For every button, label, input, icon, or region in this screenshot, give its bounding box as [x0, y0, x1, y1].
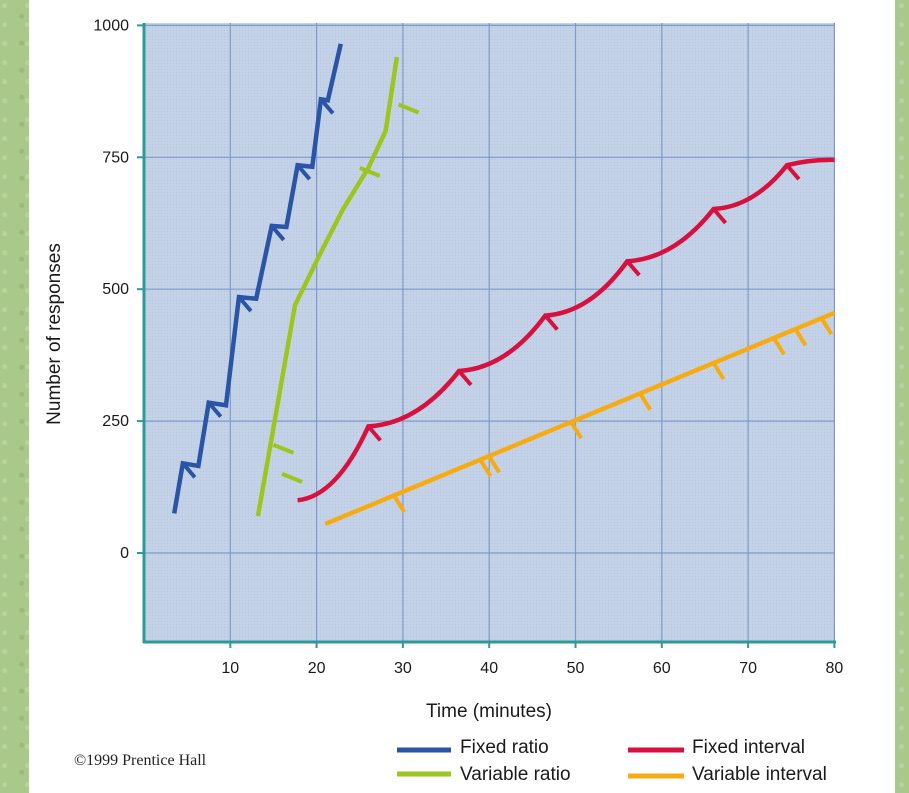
y-tick-label: 750 [102, 149, 129, 166]
series-fixed-interval [297, 157, 835, 503]
reinforcement-mark [543, 314, 559, 331]
legend-label-fixed-ratio: Fixed ratio [460, 737, 549, 758]
reinforcement-mark [712, 207, 728, 225]
x-tick-label: 60 [653, 660, 671, 677]
reinforcement-mark [772, 337, 786, 356]
series-line [297, 157, 835, 503]
y-tick-label: 0 [120, 545, 129, 562]
figure-frame: 10 20 30 40 50 60 70 80 0 250 500 750 1000 Time (min… [29, 0, 895, 793]
legend-label-variable-interval: Variable interval [692, 764, 827, 785]
x-tick-label: 80 [826, 660, 844, 677]
reinforcement-mark [457, 369, 473, 387]
series-line [171, 43, 343, 514]
y-tick-label: 500 [102, 281, 129, 298]
reinforcement-mark [270, 224, 286, 242]
reinforcement-mark [237, 295, 253, 313]
reinforcement-mark [625, 259, 641, 277]
series-variable-ratio [255, 56, 420, 517]
reinforcement-mark [638, 392, 652, 411]
series-line [324, 310, 836, 527]
legend: Fixed ratio Variable ratio Fixed interva… [397, 737, 827, 785]
reinforcement-mark [366, 425, 382, 442]
series-fixed-ratio [171, 43, 343, 514]
tick-labels: 10 20 30 40 50 60 70 80 0 250 500 750 1000 [93, 17, 843, 677]
y-tick-label: 250 [102, 413, 129, 430]
reinforcement-mark [487, 455, 501, 474]
reinforcement-mark [793, 328, 808, 347]
x-tick-label: 70 [739, 660, 757, 677]
reinforcement-mark [207, 401, 223, 418]
series-variable-interval [324, 310, 836, 527]
legend-label-variable-ratio: Variable ratio [460, 764, 571, 785]
reinforcement-mark [397, 102, 420, 115]
reinforcement-mark [569, 421, 583, 440]
reinforcement-mark [359, 165, 381, 178]
series-line [255, 56, 400, 517]
reinforcement-mark [181, 462, 197, 479]
reinforcement-mark [319, 97, 335, 115]
x-tick-label: 10 [221, 660, 239, 677]
reinforcement-mark [819, 317, 834, 336]
reinforcement-mark [281, 472, 303, 484]
reinforcement-mark [711, 362, 726, 381]
chart: 10 20 30 40 50 60 70 80 0 250 500 750 1000 Time (min… [44, 17, 843, 785]
x-tick-label: 20 [308, 660, 326, 677]
copyright-notice: ©1999 Prentice Hall [74, 752, 207, 769]
series [171, 43, 836, 527]
x-axis-title: Time (minutes) [426, 701, 552, 722]
y-axis-title: Number of responses [44, 243, 65, 425]
x-tick-label: 40 [480, 660, 498, 677]
x-tick-label: 30 [394, 660, 412, 677]
reinforcement-mark [392, 494, 406, 514]
legend-label-fixed-interval: Fixed interval [692, 737, 805, 758]
y-tick-label: 1000 [93, 17, 129, 34]
reinforcement-mark [785, 163, 801, 181]
reinforcement-mark [296, 163, 312, 181]
reinforcement-mark [272, 442, 295, 455]
reinforcement-mark [478, 459, 493, 478]
x-tick-label: 50 [567, 660, 585, 677]
